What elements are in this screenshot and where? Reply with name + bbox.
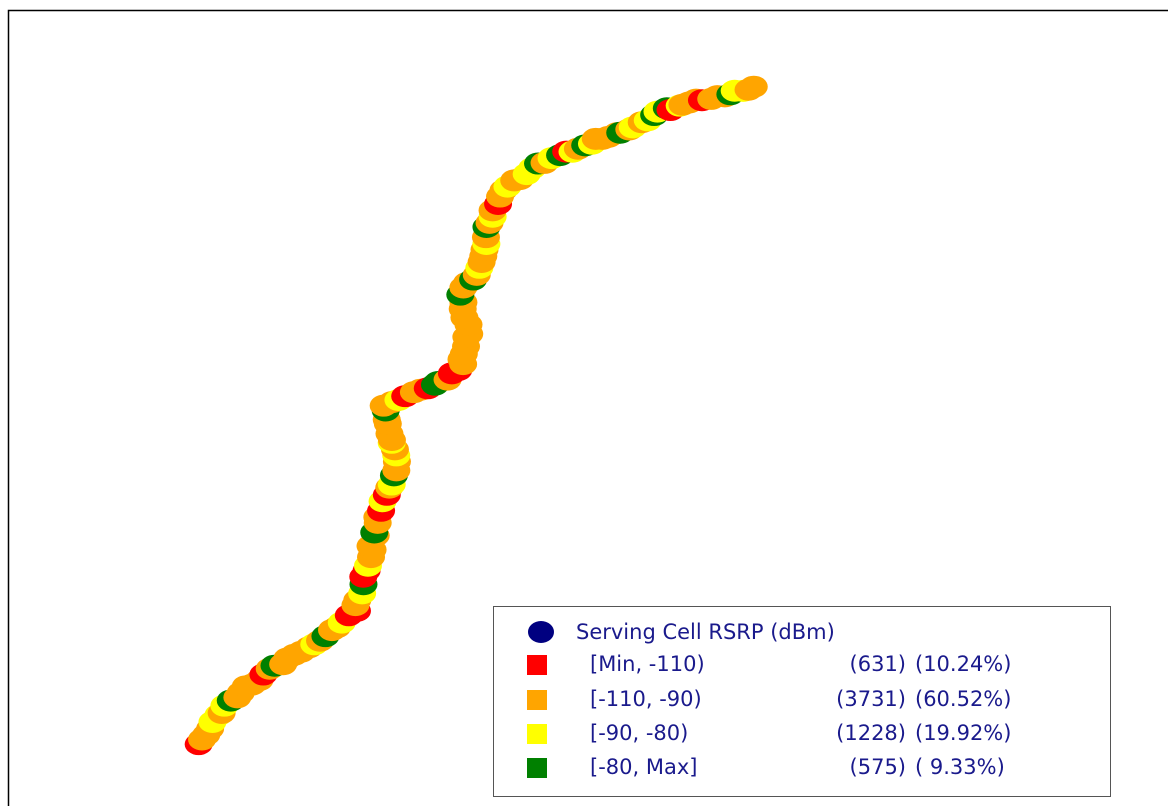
legend-range: [-80, Max] <box>590 755 697 779</box>
legend-percent: (19.92%) <box>915 721 1011 745</box>
legend-range: [-90, -80) <box>590 721 688 745</box>
legend-percent: ( 9.33%) <box>915 755 1005 779</box>
legend-count: (1228) <box>836 721 906 745</box>
legend-swatch <box>527 724 547 744</box>
legend-title-marker <box>528 621 554 643</box>
legend-swatch <box>527 655 547 675</box>
legend-percent: (60.52%) <box>915 687 1011 711</box>
legend-count: (575) <box>850 755 906 779</box>
route-point <box>739 75 768 98</box>
legend: Serving Cell RSRP (dBm) [Min, -110) (631)… <box>493 606 1111 797</box>
legend-range: [Min, -110) <box>590 652 705 676</box>
legend-range: [-110, -90) <box>590 687 702 711</box>
legend-percent: (10.24%) <box>915 652 1011 676</box>
legend-count: (3731) <box>836 687 906 711</box>
legend-box <box>493 606 1111 797</box>
legend-title: Serving Cell RSRP (dBm) <box>576 620 835 644</box>
legend-count: (631) <box>850 652 906 676</box>
drive-route <box>184 75 768 756</box>
legend-swatch <box>527 690 547 710</box>
legend-swatch <box>527 758 547 778</box>
